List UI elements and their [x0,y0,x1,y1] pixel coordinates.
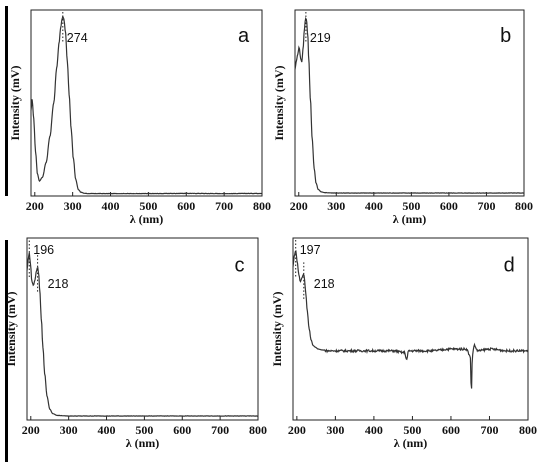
x-axis-title: λ (nm) [130,212,164,226]
x-tick-label: 200 [22,423,40,437]
separator-bar-top [5,6,8,196]
spectrum-line [292,250,529,389]
peak-label: 218 [314,277,335,291]
y-axis-title: Intensity (mV) [272,66,286,141]
plot-frame [292,237,529,421]
x-tick-label: 300 [326,423,344,437]
x-axis-title: λ (nm) [393,212,427,226]
panel-letter: d [504,254,515,276]
x-tick-label: 800 [519,423,537,437]
x-tick-label: 500 [403,423,421,437]
peak-label: 196 [33,243,54,257]
x-tick-label: 500 [135,423,153,437]
y-axis-title: Intensity (mV) [270,292,284,367]
y-axis-title: Intensity (mV) [8,66,22,141]
x-tick-label: 400 [102,199,120,213]
peak-label: 274 [67,31,88,45]
spectrum-line [30,15,262,195]
spectrum-line [26,252,258,417]
x-tick-label: 600 [442,423,460,437]
separator-bar-bottom [5,240,8,462]
x-tick-label: 500 [402,199,420,213]
x-tick-label: 600 [177,199,195,213]
x-tick-label: 400 [365,199,383,213]
x-tick-label: 600 [173,423,191,437]
x-tick-label: 400 [365,423,383,437]
spectrum-line [294,16,524,194]
panel-letter: c [235,254,245,276]
x-tick-label: 800 [515,199,533,213]
panel-a: 200 300 400 500 600 700 800 λ (nm) Intensity (mV… [8,9,271,226]
x-axis-title: λ (nm) [126,436,160,450]
plot-frame [294,9,525,197]
peak-label: 218 [48,277,69,291]
panel-letter: b [500,25,511,47]
panel-c: 200 300 400 500 600 700 800 λ (nm) Intensity (mV… [4,237,267,450]
x-axis-title: λ (nm) [394,436,428,450]
plot-frame [26,237,259,421]
peak-label: 219 [310,31,331,45]
x-tick-label: 700 [477,199,495,213]
panel-letter: a [238,25,250,47]
x-tick-label: 300 [60,423,78,437]
x-tick-label: 700 [215,199,233,213]
x-tick-label: 400 [98,423,116,437]
x-tick-label: 200 [290,199,308,213]
y-axis-title: Intensity (mV) [4,292,18,367]
x-tick-label: 700 [211,423,229,437]
x-tick-label: 800 [249,423,267,437]
x-tick-label: 200 [26,199,44,213]
panel-b: 200 300 400 500 600 700 800 λ (nm) Intensity (mV… [272,9,533,226]
x-tick-label: 300 [64,199,82,213]
panel-d: 200 300 400 500 600 700 800 λ (nm) Intensity (mV… [270,237,537,450]
x-tick-label: 500 [139,199,157,213]
x-tick-label: 600 [440,199,458,213]
x-tick-label: 300 [327,199,345,213]
plot-frame [30,9,263,197]
peak-label: 197 [300,243,321,257]
x-tick-label: 800 [253,199,271,213]
x-tick-label: 200 [288,423,306,437]
x-tick-label: 700 [480,423,498,437]
